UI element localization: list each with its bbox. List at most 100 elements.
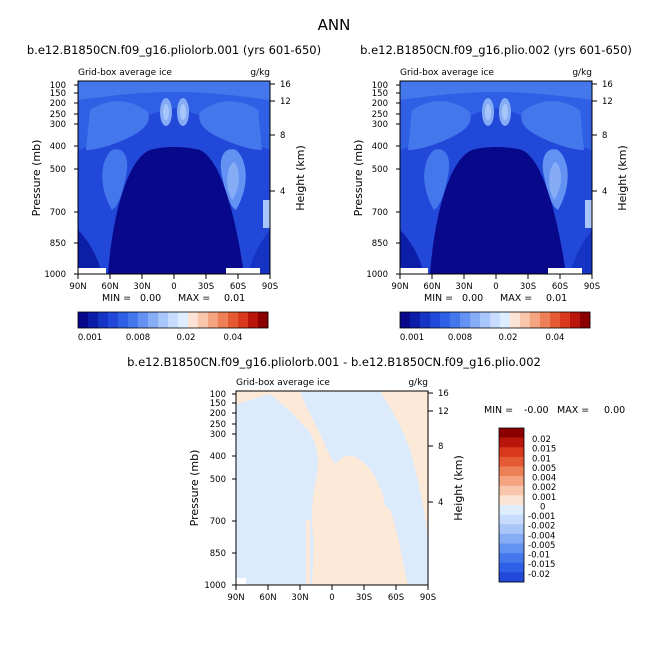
y-right-tick-12: 12 (602, 97, 613, 107)
colorbar-swatch (490, 312, 501, 328)
y-right-tick-16: 16 (280, 80, 291, 90)
x-tick-0: 0 (493, 282, 498, 292)
y-axis-label: Pressure (mb) (352, 140, 365, 217)
x-tick-30n: 30N (291, 593, 308, 603)
x-tick-30s: 30S (198, 282, 214, 292)
y-tick-200: 200 (210, 409, 226, 419)
colorbar-label: 0.001 (78, 333, 102, 343)
colorbar-swatch (208, 312, 219, 328)
colorbar-swatch (499, 533, 524, 544)
colorbar-swatch (570, 312, 581, 328)
diff-positive-strip (306, 520, 310, 585)
colorbar-swatch (420, 312, 431, 328)
y-tick-150: 150 (210, 399, 226, 409)
y-axis-label-right: Height (km) (452, 455, 465, 521)
colorbar-swatch (499, 466, 524, 477)
colorbar-swatch (188, 312, 199, 328)
surface-mask (236, 578, 246, 585)
contour-midlat-nh (102, 149, 128, 210)
contour-surface-sh (570, 230, 592, 274)
y-tick-250: 250 (210, 420, 226, 430)
colorbar-swatch (78, 312, 89, 328)
colorbar-swatch (168, 312, 179, 328)
contour-surface-sh (248, 230, 270, 274)
panel-title: b.e12.B1850CN.f09_g16.plio.002 (yrs 601-… (360, 43, 632, 57)
colorbar-swatch (128, 312, 139, 328)
x-tick-60n: 60N (259, 593, 276, 603)
surface-mask-sh (548, 268, 582, 274)
contour-tropical-right-core (180, 104, 186, 120)
contour-band-upper (400, 81, 592, 150)
max-value: 0.01 (546, 293, 567, 304)
x-tick-30s: 30S (356, 593, 372, 603)
contour-polar-edge (585, 200, 592, 228)
y-tick-150: 150 (50, 89, 66, 99)
colorbar-swatch (580, 312, 591, 328)
colorbar-label: 0.02 (532, 435, 551, 445)
y-right-tick-12: 12 (280, 97, 291, 107)
colorbar-swatch (499, 437, 524, 448)
y-tick-1000: 1000 (204, 581, 226, 591)
x-tick-90s: 90S (420, 593, 436, 603)
y-right-tick-4: 4 (602, 187, 607, 197)
contour-midlat-nh (424, 149, 450, 210)
colorbar-swatch (499, 447, 524, 458)
contour-tropical-left-core (485, 104, 491, 120)
colorbar-label: 0.02 (499, 333, 518, 343)
diff-positive-strip (320, 540, 323, 585)
colorbar-swatch (510, 312, 521, 328)
y-tick-700: 700 (210, 517, 226, 527)
y-axis-label: Pressure (mb) (30, 140, 43, 217)
colorbar-swatch (499, 428, 524, 438)
colorbar-swatch (148, 312, 159, 328)
y-right-tick-16: 16 (602, 80, 613, 90)
surface-mask-nh (400, 268, 428, 274)
contour-core-sh (549, 162, 561, 200)
contour-band-top (400, 81, 592, 100)
colorbar-swatch (228, 312, 239, 328)
colorbar-swatch (540, 312, 551, 328)
y-tick-400: 400 (210, 452, 226, 462)
y-tick-400: 400 (50, 142, 66, 152)
y-tick-500: 500 (210, 475, 226, 485)
contour-lobe-nh (408, 101, 471, 150)
colorbar-label: 0 (540, 502, 545, 512)
colorbar-swatch (430, 312, 441, 328)
colorbar-label: -0.02 (528, 570, 550, 580)
diff-positive-center (332, 455, 385, 520)
colorbar-swatch (499, 524, 524, 535)
colorbar-swatch (499, 562, 524, 573)
max-label: MAX = (500, 293, 532, 304)
y-tick-850: 850 (372, 239, 388, 249)
contour-lobe-nh (86, 101, 149, 150)
x-tick-60s: 60S (388, 593, 404, 603)
x-tick-60n: 60N (423, 282, 440, 292)
colorbar-swatch (530, 312, 541, 328)
x-tick-60s: 60S (230, 282, 246, 292)
min-label: MIN = (484, 405, 513, 416)
colorbar-swatch (248, 312, 259, 328)
y-tick-500: 500 (372, 165, 388, 175)
x-tick-30s: 30S (520, 282, 536, 292)
colorbar-label: -0.005 (528, 541, 555, 551)
colorbar-swatch (470, 312, 481, 328)
colorbar-swatch (499, 456, 524, 467)
min-value: 0.00 (140, 293, 161, 304)
colorbar-swatch (550, 312, 561, 328)
colorbar-swatch (198, 312, 209, 328)
colorbar-swatch (118, 312, 129, 328)
x-tick-90n: 90N (227, 593, 244, 603)
x-tick-0: 0 (329, 593, 334, 603)
max-value: 0.00 (604, 405, 625, 416)
y-tick-100: 100 (210, 390, 226, 400)
x-tick-30n: 30N (455, 282, 472, 292)
colorbar-swatch (520, 312, 531, 328)
colorbar-label: 0.001 (400, 333, 424, 343)
y-tick-700: 700 (372, 208, 388, 218)
colorbar-label: 0.01 (532, 454, 551, 464)
colorbar-swatch (400, 312, 411, 328)
surface-mask-nh (78, 268, 106, 274)
colorbar-swatch (460, 312, 471, 328)
colorbar-swatch (98, 312, 109, 328)
